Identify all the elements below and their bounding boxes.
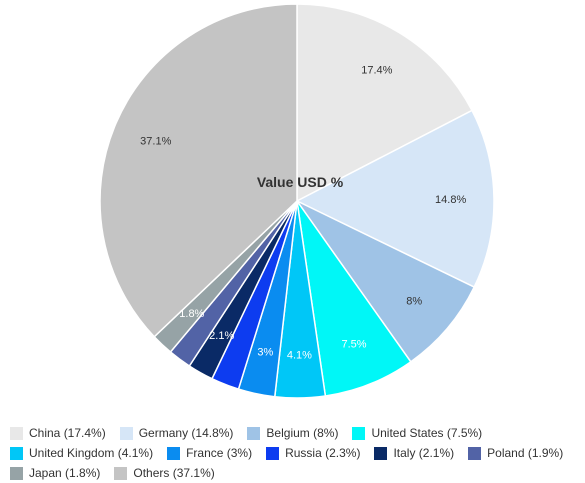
legend-label: France (3%)	[186, 446, 253, 460]
slice-label-japan: 1.8%	[179, 308, 204, 320]
slice-label-others: 37.1%	[140, 135, 171, 147]
pie-slice-belgium	[296, 200, 476, 363]
legend-label: United States (7.5%)	[371, 426, 483, 440]
slice-label-germany: 14.8%	[435, 194, 466, 206]
slice-label-united-kingdom: 4.1%	[287, 350, 312, 362]
legend-item-japan: Japan (1.8%)	[10, 463, 100, 483]
legend-label: Belgium (8%)	[266, 426, 339, 440]
legend-label: Japan (1.8%)	[29, 466, 101, 480]
legend-label: Germany (14.8%)	[138, 426, 234, 440]
legend-label: Poland (1.9%)	[487, 446, 564, 460]
slice-labels: 17.4% 14.8% 8% 7.5% 4.1% 3% 2.1% 1.8% 37.1%	[140, 65, 466, 362]
legend-label: Italy (2.1%)	[393, 446, 455, 460]
pie-slice-china	[296, 3, 473, 203]
legend-item-china: China (17.4%)	[10, 423, 106, 443]
legend: China (17.4%) Germany (14.8%) Belgium (8%)…	[10, 423, 585, 483]
legend-item-russia: Russia (2.3%)	[266, 443, 360, 463]
chart-title: Value USD %	[257, 174, 344, 190]
legend-swatch	[468, 446, 482, 460]
slice-label-france: 3%	[257, 346, 273, 358]
slice-label-china: 17.4%	[361, 65, 392, 77]
legend-swatch	[119, 426, 133, 440]
legend-item-france: France (3%)	[167, 443, 252, 463]
legend-swatch	[167, 446, 181, 460]
legend-label: Russia (2.3%)	[285, 446, 361, 460]
legend-swatch	[374, 446, 388, 460]
legend-item-poland: Poland (1.9%)	[468, 443, 563, 463]
legend-swatch	[10, 446, 23, 460]
legend-swatch	[114, 466, 128, 480]
legend-item-belgium: Belgium (8%)	[247, 423, 338, 443]
pie-slice-germany	[295, 109, 495, 289]
pie-slices	[99, 3, 495, 399]
legend-item-united-states: United States (7.5%)	[352, 423, 482, 443]
legend-item-germany: Germany (14.8%)	[119, 423, 234, 443]
legend-item-italy: Italy (2.1%)	[374, 443, 454, 463]
slice-label-united-states: 7.5%	[341, 339, 366, 351]
legend-swatch	[266, 446, 280, 460]
slice-label-belgium: 8%	[406, 295, 422, 307]
legend-item-united-kingdom: United Kingdom (4.1%)	[10, 443, 153, 463]
legend-swatch	[352, 426, 366, 440]
slice-label-italy: 2.1%	[209, 330, 234, 342]
legend-label: United Kingdom (4.1%)	[29, 446, 154, 460]
legend-label: Others (37.1%)	[133, 466, 215, 480]
legend-item-others: Others (37.1%)	[114, 463, 215, 483]
legend-swatch	[10, 466, 23, 480]
legend-swatch	[10, 426, 23, 440]
legend-label: China (17.4%)	[29, 426, 106, 440]
pie-chart: 17.4% 14.8% 8% 7.5% 4.1% 3% 2.1% 1.8% 37.1% Valu…	[99, 3, 495, 399]
pie-slice-others	[99, 3, 298, 338]
legend-swatch	[247, 426, 261, 440]
